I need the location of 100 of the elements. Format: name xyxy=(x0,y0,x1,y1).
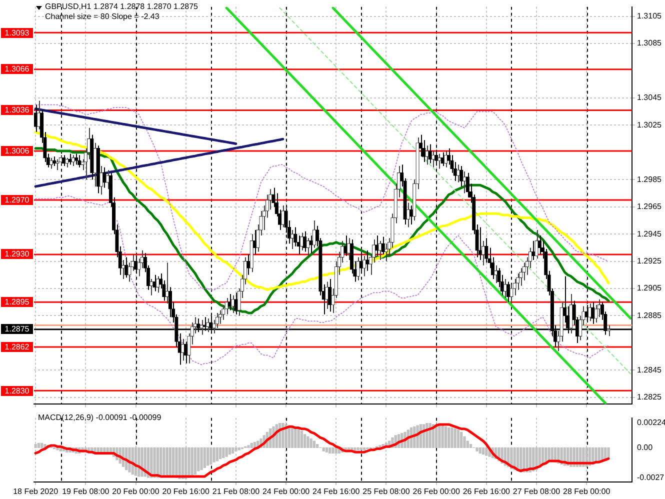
candlestick xyxy=(444,150,448,168)
candlestick xyxy=(52,156,56,167)
bar xyxy=(441,425,444,448)
y-tick-label: 1.3085 xyxy=(637,38,662,48)
x-tick-label: 21 Feb 08:00 xyxy=(212,487,260,496)
ref-line-label: 1.2830 xyxy=(4,386,30,396)
bar xyxy=(325,447,328,452)
candlestick xyxy=(460,166,464,187)
bar xyxy=(306,436,310,448)
y-tick-label: 1.2945 xyxy=(637,229,662,238)
candlestick xyxy=(375,234,379,256)
bar xyxy=(153,447,156,478)
bar xyxy=(194,447,197,475)
bar xyxy=(316,444,319,448)
ref-line-label: 1.3036 xyxy=(4,106,30,115)
bar xyxy=(300,430,304,448)
candlestick xyxy=(281,205,285,228)
candlestick xyxy=(56,158,60,171)
candlestick xyxy=(152,274,156,292)
candlestick xyxy=(93,142,97,187)
bar xyxy=(216,447,218,462)
candlestick xyxy=(440,152,444,167)
bar xyxy=(303,434,306,448)
bar xyxy=(448,427,450,448)
ref-line-label: 1.2970 xyxy=(4,196,30,205)
bar xyxy=(482,447,485,455)
candlestick xyxy=(478,226,482,260)
candlestick xyxy=(246,254,250,276)
bar xyxy=(175,447,178,478)
bar xyxy=(203,447,206,468)
bar xyxy=(456,430,460,448)
candlestick xyxy=(49,157,54,170)
x-tick-label: 27 Feb 08:00 xyxy=(512,487,561,496)
candlestick xyxy=(230,294,235,314)
y-tick-label: 1.2965 xyxy=(637,202,662,212)
x-tick-label: 20 Feb 00:00 xyxy=(112,487,160,496)
candlestick xyxy=(456,164,460,183)
candlestick xyxy=(300,232,304,251)
bar xyxy=(212,447,216,462)
bar xyxy=(40,442,44,448)
candlestick xyxy=(222,304,226,320)
ref-line-label: 1.2862 xyxy=(4,342,30,352)
bar xyxy=(218,447,222,460)
bar xyxy=(522,447,526,472)
x-tick-label: 20 Feb 16:00 xyxy=(162,487,210,496)
candlestick xyxy=(366,250,370,272)
bar xyxy=(222,447,225,458)
candlestick xyxy=(252,230,257,255)
candlestick xyxy=(510,284,514,303)
y-tick-label: 1.2845 xyxy=(637,365,662,374)
bar xyxy=(478,447,482,454)
bar xyxy=(450,427,454,448)
candlestick xyxy=(381,236,385,255)
candlestick xyxy=(309,234,313,254)
bar xyxy=(238,447,240,450)
candlestick xyxy=(324,281,329,310)
y-tick-label: 1.2905 xyxy=(637,284,662,293)
line-series xyxy=(279,7,631,374)
y-tick-label: 1.2885 xyxy=(637,310,662,320)
y-tick-label: -0.0027 xyxy=(637,472,665,482)
candlestick xyxy=(494,264,498,284)
bar xyxy=(332,447,334,454)
x-tick-label: 19 Feb 08:00 xyxy=(62,487,110,496)
bar xyxy=(454,428,456,448)
bar xyxy=(206,447,210,466)
y-tick-label: 1.2825 xyxy=(637,392,662,402)
candlestick xyxy=(78,154,82,168)
bar xyxy=(444,426,448,448)
bar xyxy=(228,447,232,455)
y-tick-label: 1.2985 xyxy=(637,174,662,184)
ref-line-label: 1.3093 xyxy=(4,28,30,38)
candlestick xyxy=(106,170,110,190)
ref-line-label: 1.2930 xyxy=(4,250,30,259)
candlestick xyxy=(156,276,160,294)
y-tick-label: 0.00 xyxy=(637,442,654,452)
x-tick-label: 26 Feb 00:00 xyxy=(412,487,460,496)
candlestick xyxy=(532,240,536,260)
bar xyxy=(328,447,332,454)
candlestick xyxy=(99,166,104,196)
candlestick xyxy=(228,293,232,311)
x-tick-label: 25 Feb 08:00 xyxy=(362,487,410,496)
chart-title: GBPUSD,H1 1.2874 1.2878 1.2870 1.2875 xyxy=(45,2,198,12)
bar xyxy=(607,447,610,458)
candlestick xyxy=(606,324,610,337)
x-tick-label: 26 Feb 16:00 xyxy=(462,487,511,496)
bar xyxy=(162,447,166,477)
y-tick-label: 1.3025 xyxy=(637,120,662,130)
bar xyxy=(438,425,441,448)
bar xyxy=(250,442,253,448)
candlestick xyxy=(503,278,508,299)
candlestick xyxy=(344,234,348,256)
candlestick xyxy=(121,259,126,280)
bar xyxy=(188,447,190,478)
bar xyxy=(297,428,300,448)
bar xyxy=(322,447,325,452)
bar xyxy=(247,445,250,448)
candlestick xyxy=(36,100,41,130)
bar xyxy=(466,440,469,448)
candlestick xyxy=(71,154,75,167)
candlestick xyxy=(302,230,307,252)
